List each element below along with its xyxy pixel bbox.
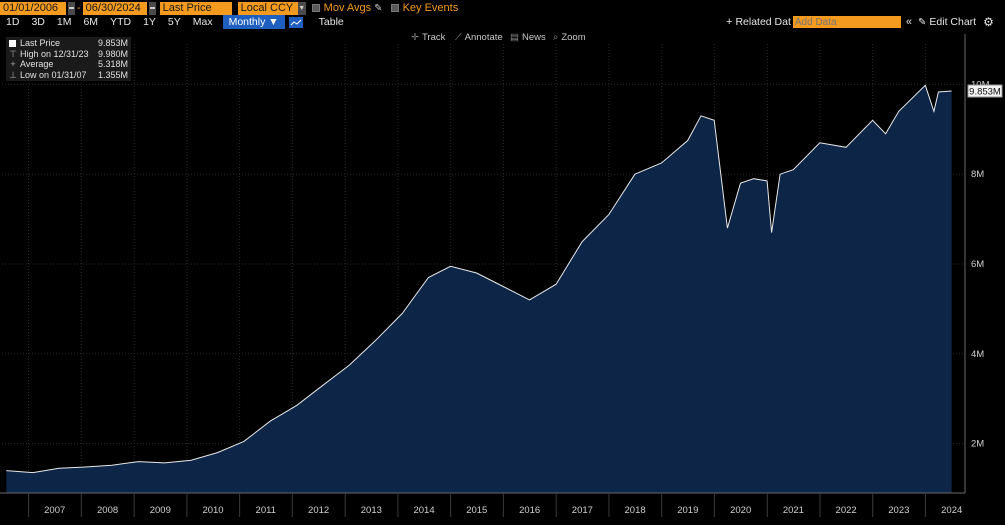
- x-tick-label: 2007: [44, 505, 65, 516]
- x-tick-label: 2021: [783, 505, 804, 516]
- end-date-stepper[interactable]: [148, 1, 156, 15]
- x-tick-label: 2023: [888, 505, 909, 516]
- y-tick-label: 2M: [971, 439, 984, 450]
- pencil-icon[interactable]: ✎: [374, 2, 383, 14]
- annotate-label: Annotate: [464, 31, 503, 43]
- x-tick-label: 2020: [730, 505, 751, 516]
- period-3d[interactable]: 3D: [31, 16, 45, 28]
- x-tick-label: 2013: [361, 505, 382, 516]
- period-5y[interactable]: 5Y: [167, 16, 181, 28]
- last-price-swatch: [9, 39, 16, 47]
- x-tick-label: 2009: [150, 505, 171, 516]
- add-data-input[interactable]: [792, 16, 901, 28]
- period-1m[interactable]: 1M: [56, 16, 72, 28]
- x-tick-label: 2019: [677, 505, 698, 516]
- date-separator: -: [77, 2, 81, 14]
- average-marker-icon: +: [10, 59, 16, 69]
- collapse-icon[interactable]: «: [905, 16, 913, 28]
- legend-average-value: 5.318M: [97, 59, 128, 69]
- mov-avgs-label[interactable]: Mov Avgs: [323, 2, 372, 14]
- currency-dropdown-icon[interactable]: ▼: [297, 1, 306, 15]
- period-1d[interactable]: 1D: [6, 16, 20, 28]
- edit-chart-button[interactable]: Edit Chart: [929, 16, 977, 28]
- x-tick-label: 2016: [519, 505, 540, 516]
- zoom-label: Zoom: [561, 31, 586, 43]
- plus-icon[interactable]: +: [726, 16, 733, 28]
- table-button[interactable]: Table: [318, 16, 344, 28]
- x-tick-label: 2015: [466, 505, 487, 516]
- legend-last-price-label: Last Price: [20, 38, 61, 48]
- chart-legend: Last Price 9.853M ⊤ High on 12/31/23 9.980M…: [6, 37, 131, 81]
- annotate-tool[interactable]: ⟋ Annotate: [455, 31, 503, 43]
- key-events-label[interactable]: Key Events: [402, 2, 459, 14]
- x-tick-label: 2014: [413, 505, 434, 516]
- track-tool[interactable]: ✛ Track: [411, 31, 445, 43]
- right-controls: + Related Dat « ✎ Edit Chart ⚙: [726, 15, 994, 29]
- x-tick-label: 2011: [256, 505, 276, 516]
- news-tool[interactable]: ▤ News: [510, 31, 546, 43]
- x-tick-label: 2022: [836, 505, 857, 516]
- related-data-label[interactable]: Related Dat: [735, 16, 791, 28]
- gear-icon[interactable]: ⚙: [983, 15, 994, 29]
- y-tick-label: 6M: [971, 259, 984, 270]
- y-tick-label: 4M: [971, 349, 984, 360]
- legend-high-label: High on 12/31/23: [20, 48, 89, 59]
- crosshair-icon: ✛: [411, 31, 419, 43]
- low-marker-icon: ⊥: [9, 69, 17, 80]
- news-icon: ▤: [510, 31, 519, 43]
- legend-low-value: 1.355M: [97, 69, 128, 80]
- start-date-stepper[interactable]: [68, 1, 75, 15]
- currency-selector[interactable]: Local CCY: [237, 1, 298, 15]
- x-tick-label: 2008: [97, 505, 118, 516]
- frequency-label: Monthly: [228, 16, 266, 28]
- track-label: Track: [421, 31, 446, 43]
- legend-last-price-value: 9.853M: [97, 38, 128, 48]
- legend-low-label: Low on 01/31/07: [20, 69, 87, 80]
- high-marker-icon: ⊤: [9, 48, 17, 59]
- annotate-icon: ⟋: [455, 31, 462, 43]
- end-date-field[interactable]: 06/30/2024: [82, 1, 147, 15]
- last-value-box: [967, 84, 1003, 98]
- legend-high-value: 9.980M: [97, 48, 128, 59]
- field-selector[interactable]: Last Price: [159, 1, 232, 15]
- news-label: News: [521, 31, 546, 43]
- last-value-label: 9.853M: [969, 87, 1001, 98]
- x-tick-label: 2024: [941, 505, 962, 516]
- price-area: [6, 85, 952, 494]
- zoom-icon: ⌕: [553, 31, 559, 43]
- period-max[interactable]: Max: [192, 16, 213, 28]
- x-tick-label: 2012: [308, 505, 329, 516]
- period-toolbar: 1D 3D 1M 6M YTD 1Y 5Y Max Monthly ▼ Tabl…: [0, 15, 1005, 29]
- top-toolbar: 01/01/2006 - 06/30/2024 Last Price Local…: [0, 0, 1005, 16]
- mov-avgs-checkbox[interactable]: [311, 4, 320, 12]
- x-tick-label: 2017: [572, 505, 593, 516]
- zoom-tool[interactable]: ⌕ Zoom: [553, 31, 586, 43]
- x-tick-label: 2010: [202, 505, 223, 516]
- x-tick-label: 2018: [625, 505, 646, 516]
- legend-average-label: Average: [20, 59, 54, 69]
- edit-pencil-icon[interactable]: ✎: [918, 16, 927, 28]
- period-ytd[interactable]: YTD: [110, 16, 132, 28]
- period-1y[interactable]: 1Y: [143, 16, 156, 28]
- start-date-field[interactable]: 01/01/2006: [0, 1, 66, 15]
- period-6m[interactable]: 6M: [83, 16, 99, 28]
- key-events-checkbox[interactable]: [390, 4, 399, 12]
- line-chart-icon[interactable]: [288, 16, 303, 28]
- price-line: [6, 84, 952, 474]
- y-tick-label: 8M: [971, 169, 984, 180]
- frequency-selector[interactable]: Monthly ▼: [222, 15, 285, 29]
